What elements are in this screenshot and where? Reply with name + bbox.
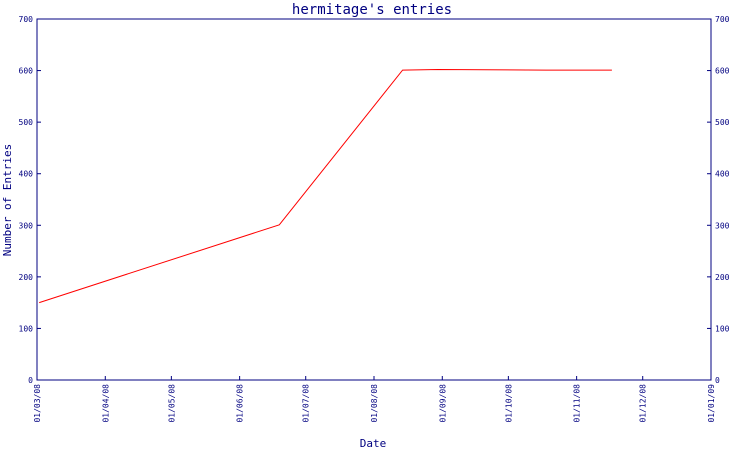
series-layer: [39, 68, 612, 304]
y-axis-title: Number of Entries: [1, 144, 14, 257]
x-tick-label: 01/08/08: [370, 384, 379, 423]
y-axis-left: 0 100 200 300 400 500 600 700: [19, 15, 41, 385]
y-left-tick-label: 400: [19, 170, 34, 179]
x-tick-label: 01/07/08: [302, 384, 311, 423]
y-left-tick-label: 700: [19, 15, 34, 24]
plot-area-frame: [36, 18, 712, 381]
y-right-tick-label: 600: [715, 67, 730, 76]
y-right-tick-label: 200: [715, 273, 730, 282]
y-right-tick-label: 700: [715, 15, 730, 24]
y-right-tick-label: 300: [715, 221, 730, 230]
y-left-tick-label: 100: [19, 324, 34, 333]
x-tick-label: 01/10/08: [504, 384, 513, 423]
y-right-tick-label: 400: [715, 170, 730, 179]
y-left-tick-label: 500: [19, 118, 34, 127]
y-axis-right: 0 100 200 300 400 500 600 700: [707, 15, 730, 385]
x-tick-label: 01/01/09: [707, 384, 716, 423]
y-left-tick-label: 200: [19, 273, 34, 282]
x-axis: 01/03/08 01/04/08 01/05/08 01/06/08 01/07/08…: [33, 376, 716, 423]
x-tick-label: 01/03/08: [33, 384, 42, 423]
x-tick-label: 01/11/08: [573, 384, 582, 423]
y-right-tick-label: 500: [715, 118, 730, 127]
x-axis-title: Date: [360, 437, 387, 450]
x-tick-label: 01/04/08: [101, 384, 110, 423]
y-right-tick-label: 100: [715, 324, 730, 333]
series-line: [39, 68, 612, 304]
y-left-tick-label: 600: [19, 67, 34, 76]
y-left-tick-label: 0: [28, 376, 33, 385]
x-tick-label: 01/09/08: [438, 384, 447, 423]
chart-title: hermitage's entries: [292, 2, 452, 18]
x-tick-label: 01/06/08: [236, 384, 245, 423]
x-tick-label: 01/05/08: [167, 384, 176, 423]
y-right-tick-label: 0: [715, 376, 720, 385]
y-left-tick-label: 300: [19, 221, 34, 230]
x-tick-label: 01/12/08: [639, 384, 648, 423]
